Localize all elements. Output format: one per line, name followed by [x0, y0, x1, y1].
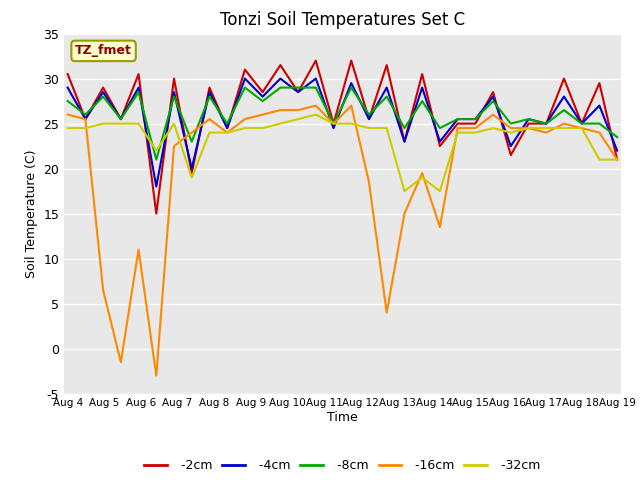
- Text: TZ_fmet: TZ_fmet: [75, 44, 132, 58]
- X-axis label: Time: Time: [327, 411, 358, 424]
- Legend:  -2cm,  -4cm,  -8cm,  -16cm,  -32cm: -2cm, -4cm, -8cm, -16cm, -32cm: [140, 455, 545, 477]
- Title: Tonzi Soil Temperatures Set C: Tonzi Soil Temperatures Set C: [220, 11, 465, 29]
- Y-axis label: Soil Temperature (C): Soil Temperature (C): [25, 149, 38, 278]
